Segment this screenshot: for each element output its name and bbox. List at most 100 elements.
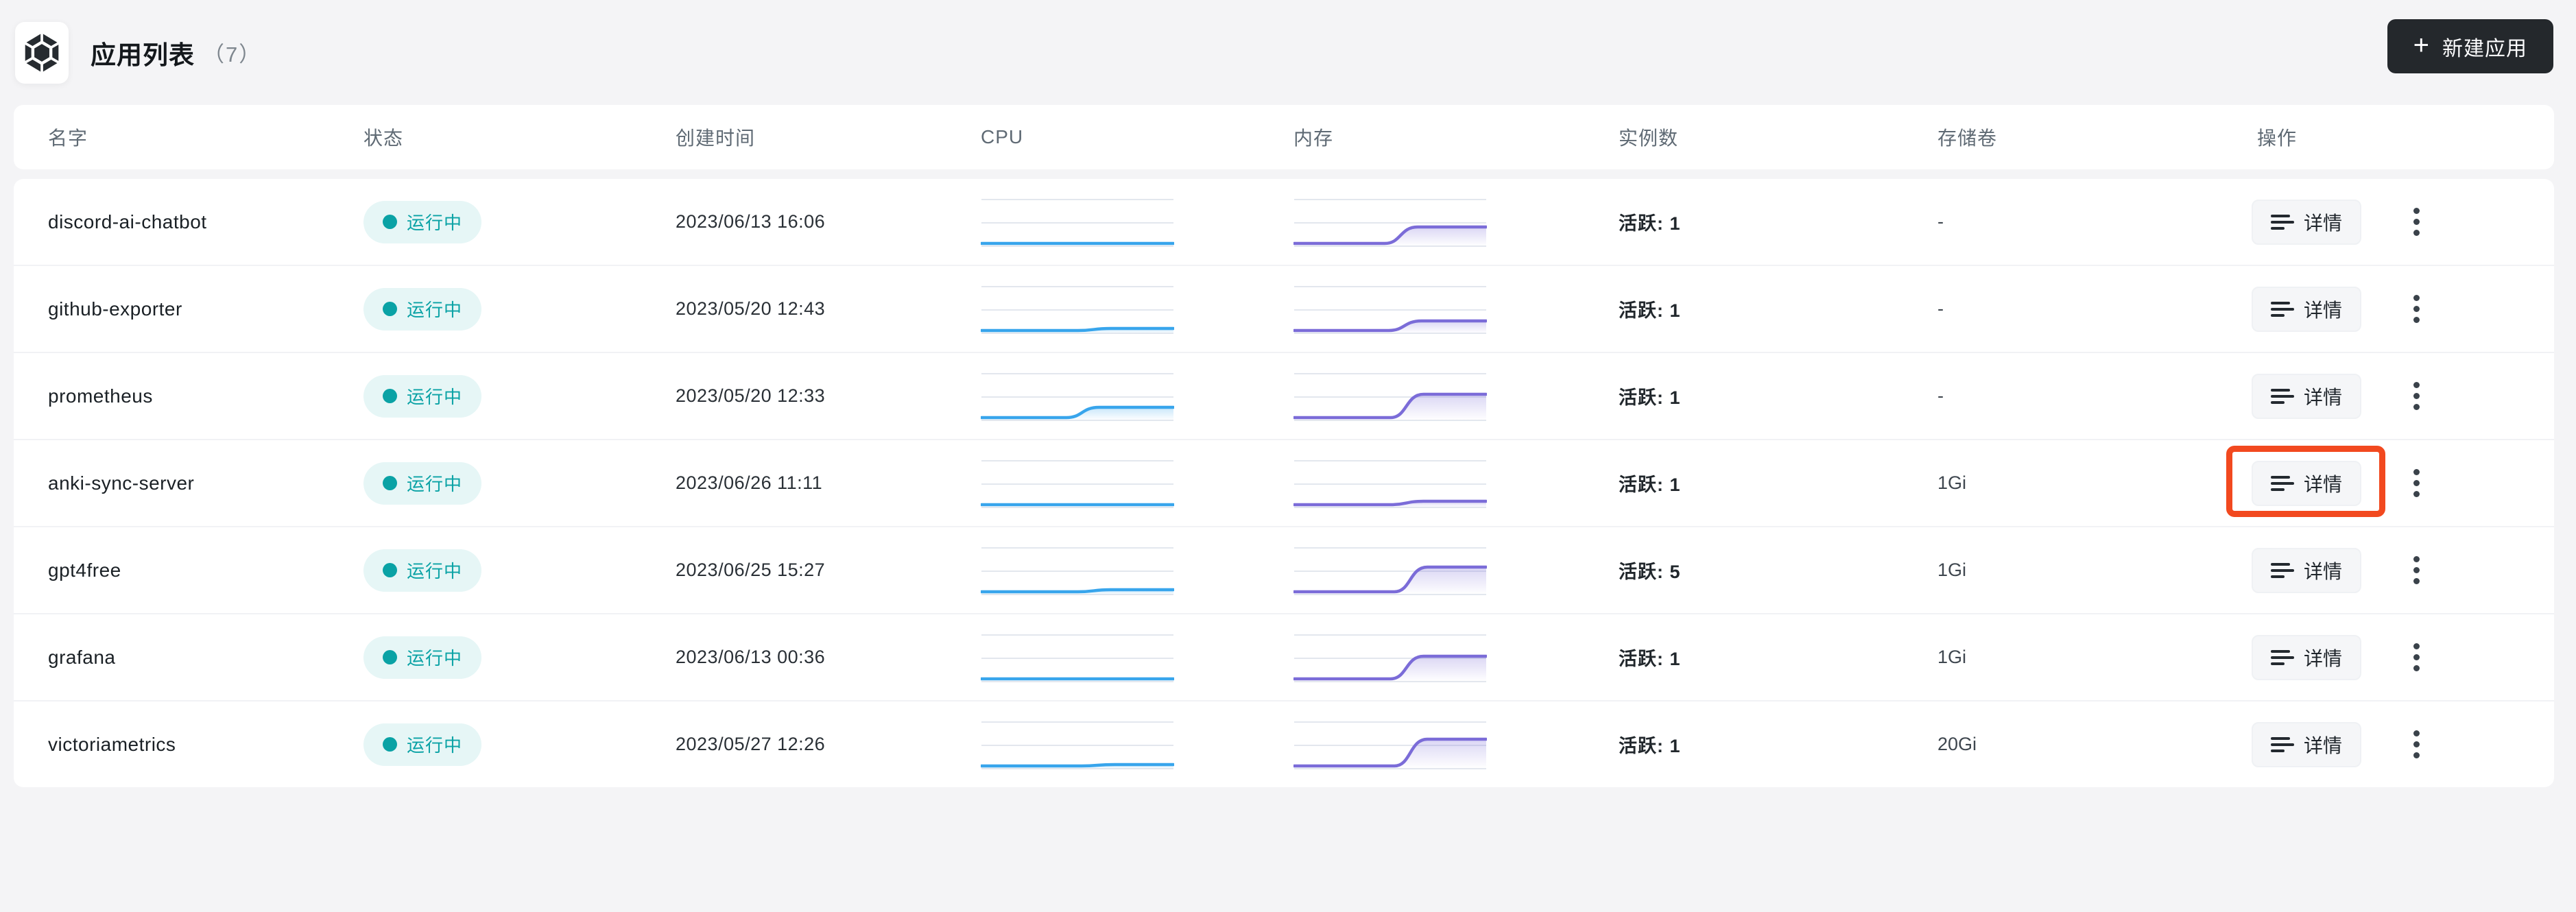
kebab-dot-icon (2413, 741, 2420, 747)
app-table: discord-ai-chatbot 运行中 2023/06/13 16:06 … (14, 179, 2554, 787)
app-name: discord-ai-chatbot (48, 211, 207, 232)
active-instances: 活跃: 1 (1619, 387, 1681, 408)
detail-lines-icon (2271, 649, 2294, 665)
kebab-dot-icon (2413, 317, 2420, 323)
app-logo (15, 21, 69, 84)
kebab-menu-button[interactable] (2401, 195, 2431, 249)
storage-volume: - (1937, 211, 1944, 232)
storage-volume: - (1937, 385, 1944, 406)
detail-lines-icon (2271, 388, 2294, 404)
memory-sparkline (1292, 283, 1488, 335)
memory-sparkline (1292, 544, 1488, 597)
app-name: github-exporter (48, 298, 182, 320)
created-time: 2023/06/25 15:27 (676, 560, 826, 580)
active-instances: 活跃: 1 (1619, 649, 1681, 669)
table-header: 名字 状态 创建时间 CPU 内存 实例数 存储卷 操作 (14, 105, 2554, 169)
detail-button[interactable]: 详情 (2252, 721, 2362, 767)
status-label: 运行中 (407, 735, 463, 756)
app-row[interactable]: github-exporter 运行中 2023/05/20 12:43 活跃:… (14, 265, 2554, 352)
column-header: 实例数 (1619, 128, 1679, 149)
app-row[interactable]: prometheus 运行中 2023/05/20 12:33 活跃: 1 - … (14, 352, 2554, 439)
column-header: CPU (981, 126, 1024, 147)
status-dot-icon (383, 563, 397, 577)
kebab-dot-icon (2413, 208, 2420, 214)
kebab-menu-button[interactable] (2401, 631, 2431, 684)
kebab-dot-icon (2413, 556, 2420, 562)
cpu-sparkline (979, 370, 1176, 422)
status-dot-icon (383, 302, 397, 316)
app-row[interactable]: discord-ai-chatbot 运行中 2023/06/13 16:06 … (14, 179, 2554, 265)
app-name: gpt4free (48, 559, 121, 581)
kebab-dot-icon (2413, 219, 2420, 225)
column-header: 存储卷 (1937, 128, 1998, 149)
app-count: （7） (203, 43, 262, 67)
app-row[interactable]: grafana 运行中 2023/06/13 00:36 活跃: 1 1Gi 详… (14, 613, 2554, 700)
status-label: 运行中 (407, 561, 463, 581)
created-time: 2023/06/13 00:36 (676, 647, 826, 667)
kebab-dot-icon (2413, 382, 2420, 388)
detail-button[interactable]: 详情 (2252, 460, 2362, 506)
detail-button[interactable]: 详情 (2252, 199, 2362, 245)
app-name: grafana (48, 646, 116, 668)
memory-sparkline (1292, 632, 1488, 684)
detail-lines-icon (2271, 214, 2294, 230)
storage-volume: - (1937, 298, 1944, 319)
kebab-dot-icon (2413, 491, 2420, 497)
storage-volume: 1Gi (1937, 560, 1967, 580)
create-app-button-label: 新建应用 (2442, 37, 2527, 60)
kebab-dot-icon (2413, 567, 2420, 573)
memory-sparkline (1292, 370, 1488, 422)
status-dot-icon (383, 215, 397, 229)
detail-button-label: 详情 (2304, 734, 2343, 756)
kebab-dot-icon (2413, 654, 2420, 660)
status-badge: 运行中 (363, 549, 482, 592)
column-header: 内存 (1293, 128, 1334, 149)
detail-button-label: 详情 (2304, 473, 2343, 495)
storage-volume: 1Gi (1937, 647, 1967, 667)
cpu-sparkline (979, 544, 1176, 597)
app-name: prometheus (48, 385, 153, 407)
status-label: 运行中 (407, 387, 463, 407)
status-badge: 运行中 (363, 374, 482, 418)
plus-icon: + (2413, 29, 2430, 60)
created-time: 2023/06/26 11:11 (676, 472, 823, 493)
cpu-sparkline (979, 196, 1176, 248)
app-row[interactable]: anki-sync-server 运行中 2023/06/26 11:11 活跃… (14, 439, 2554, 526)
kebab-menu-button[interactable] (2401, 370, 2431, 423)
active-instances: 活跃: 5 (1619, 562, 1681, 582)
kebab-dot-icon (2413, 643, 2420, 649)
detail-button-label: 详情 (2304, 647, 2343, 669)
kebab-dot-icon (2413, 404, 2420, 410)
kebab-dot-icon (2413, 665, 2420, 671)
detail-button[interactable]: 详情 (2252, 286, 2362, 332)
detail-button[interactable]: 详情 (2252, 373, 2362, 419)
kebab-menu-button[interactable] (2401, 283, 2431, 336)
hexagon-gem-icon (24, 32, 60, 73)
app-row[interactable]: victoriametrics 运行中 2023/05/27 12:26 活跃:… (14, 700, 2554, 787)
memory-sparkline (1292, 719, 1488, 771)
create-app-button[interactable]: + 新建应用 (2387, 19, 2553, 73)
column-header: 创建时间 (676, 128, 756, 149)
created-time: 2023/06/13 16:06 (676, 211, 826, 232)
status-badge: 运行中 (363, 200, 482, 243)
app-row[interactable]: gpt4free 运行中 2023/06/25 15:27 活跃: 5 1Gi … (14, 526, 2554, 613)
active-instances: 活跃: 1 (1619, 300, 1681, 321)
detail-button[interactable]: 详情 (2252, 547, 2362, 593)
status-label: 运行中 (407, 213, 463, 233)
active-instances: 活跃: 1 (1619, 213, 1681, 234)
kebab-menu-button[interactable] (2401, 544, 2431, 597)
cpu-sparkline (979, 457, 1176, 509)
detail-button[interactable]: 详情 (2252, 634, 2362, 680)
active-instances: 活跃: 1 (1619, 475, 1681, 495)
kebab-menu-button[interactable] (2401, 457, 2431, 510)
kebab-dot-icon (2413, 306, 2420, 312)
kebab-menu-button[interactable] (2401, 718, 2431, 771)
kebab-dot-icon (2413, 480, 2420, 486)
status-badge: 运行中 (363, 461, 482, 505)
storage-volume: 20Gi (1937, 734, 1977, 754)
app-name: victoriametrics (48, 733, 176, 755)
kebab-dot-icon (2413, 469, 2420, 475)
cpu-sparkline (979, 632, 1176, 684)
kebab-dot-icon (2413, 752, 2420, 758)
created-time: 2023/05/27 12:26 (676, 734, 826, 754)
